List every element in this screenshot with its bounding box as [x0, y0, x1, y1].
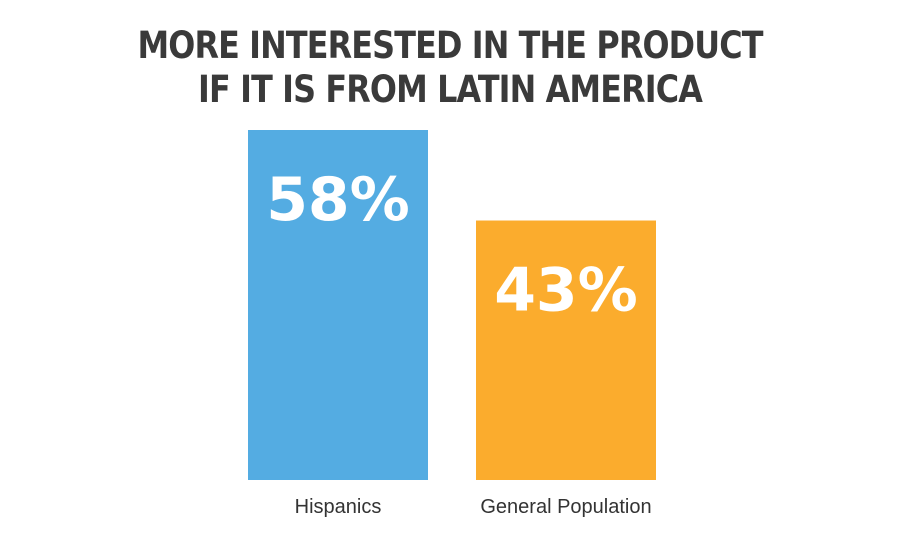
chart-title-line-1: MORE INTERESTED IN THE PRODUCT [137, 24, 763, 67]
chart-title: MORE INTERESTED IN THE PRODUCT IF IT IS … [63, 24, 837, 112]
chart-title-line-2: IF IT IS FROM LATIN AMERICA [198, 68, 703, 111]
category-label: Hispanics [295, 496, 382, 518]
bar-hispanics [248, 130, 428, 480]
bar-value-label: 43% [494, 256, 638, 326]
bar-general-population [476, 220, 656, 480]
category-label: General Population [480, 496, 651, 518]
bar-value-label: 58% [266, 165, 410, 235]
